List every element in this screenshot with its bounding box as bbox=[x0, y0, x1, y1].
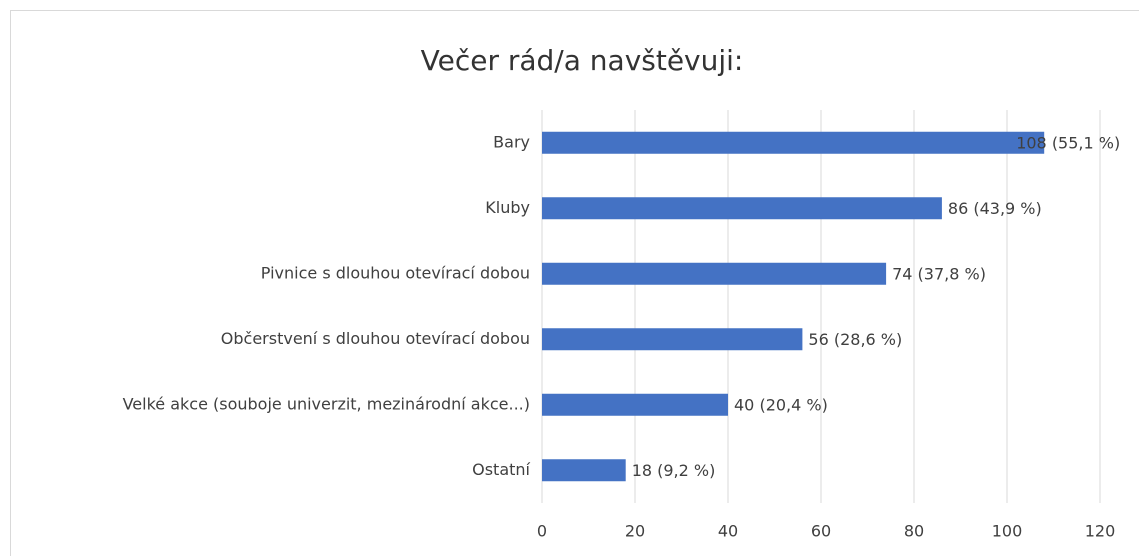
x-tick-label: 20 bbox=[625, 522, 645, 541]
bar bbox=[542, 459, 626, 482]
bar bbox=[542, 393, 728, 416]
x-tick-label: 80 bbox=[904, 522, 924, 541]
bar bbox=[542, 262, 887, 285]
x-tick-label: 40 bbox=[718, 522, 738, 541]
y-tick-label: Bary bbox=[493, 132, 530, 151]
x-tick-label: 120 bbox=[1085, 522, 1116, 541]
data-label: 18 (9,2 %) bbox=[632, 461, 716, 480]
y-tick-label: Občerstvení s dlouhou otevírací dobou bbox=[221, 329, 530, 348]
y-tick-label: Ostatní bbox=[472, 460, 530, 479]
bar bbox=[542, 131, 1045, 154]
data-label: 86 (43,9 %) bbox=[948, 199, 1042, 218]
data-label: 108 (55,1 %) bbox=[1016, 133, 1120, 152]
y-tick-label: Kluby bbox=[485, 198, 530, 217]
data-label: 40 (20,4 %) bbox=[734, 395, 828, 414]
chart-title: Večer rád/a navštěvuji: bbox=[421, 44, 744, 77]
y-tick-label: Pivnice s dlouhou otevírací dobou bbox=[261, 263, 530, 282]
data-label: 74 (37,8 %) bbox=[892, 264, 986, 283]
x-tick-label: 60 bbox=[811, 522, 831, 541]
x-tick-label: 100 bbox=[992, 522, 1023, 541]
data-label: 56 (28,6 %) bbox=[808, 330, 902, 349]
bar bbox=[542, 197, 942, 220]
bar bbox=[542, 328, 803, 351]
y-tick-label: Velké akce (souboje univerzit, mezinárod… bbox=[123, 394, 530, 413]
x-tick-label: 0 bbox=[537, 522, 547, 541]
